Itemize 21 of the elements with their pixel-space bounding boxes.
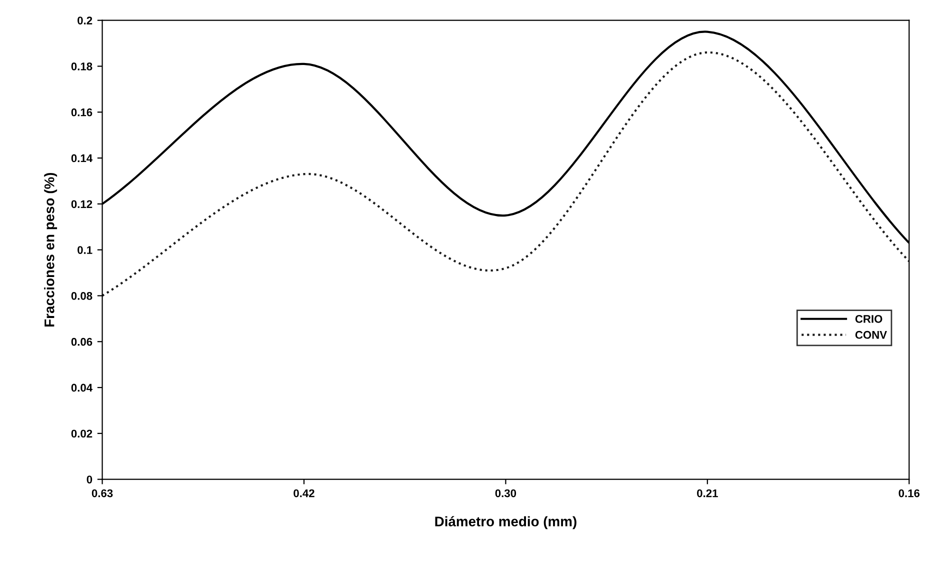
x-tick-label: 0.63: [92, 489, 113, 498]
y-tick-label: 0.04: [71, 384, 92, 392]
legend-label: CONV: [855, 330, 887, 339]
x-axis-title: Diámetro medio (mm): [435, 516, 576, 530]
y-tick-label: 0.06: [71, 338, 92, 346]
y-tick-label: 0: [86, 476, 92, 484]
legend-label: CRIO: [855, 315, 882, 323]
y-tick-label: 0.2: [78, 16, 92, 24]
x-tick-label: 0.30: [495, 489, 516, 498]
y-tick-label: 0.08: [71, 292, 92, 300]
y-tick-label: 0.14: [71, 154, 92, 162]
y-tick-label: 0.1: [78, 246, 92, 254]
x-tick-label: 0.42: [294, 489, 314, 498]
y-tick-label: 0.12: [71, 200, 92, 208]
y-axis-title: Fracciones en peso (%): [44, 172, 58, 326]
x-tick-label: 0.16: [898, 489, 920, 498]
y-tick-label: 0.16: [71, 108, 92, 116]
x-tick-label: 0.21: [697, 489, 718, 498]
y-tick-label: 0.02: [71, 430, 92, 438]
line-series: [102, 51, 910, 297]
y-tick-label: 0.18: [71, 62, 92, 70]
